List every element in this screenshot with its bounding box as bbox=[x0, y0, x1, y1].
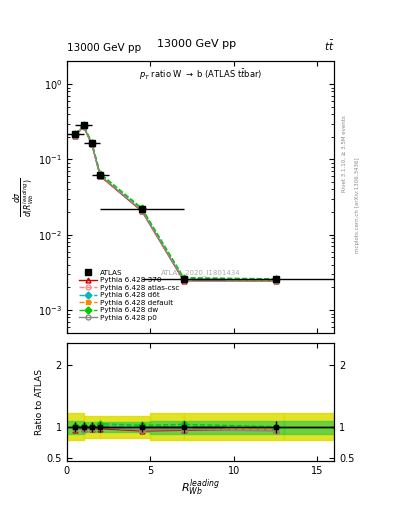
Pythia 6.428 370 bbox=[90, 141, 94, 147]
Pythia 6.428 p0 bbox=[73, 133, 77, 139]
Pythia 6.428 default bbox=[273, 278, 278, 284]
Pythia 6.428 d6t bbox=[81, 122, 86, 129]
Text: $p_T$ ratio W $\rightarrow$ b (ATLAS t$\bar{t}$bar): $p_T$ ratio W $\rightarrow$ b (ATLAS t$\… bbox=[139, 67, 262, 81]
Line: Pythia 6.428 dw: Pythia 6.428 dw bbox=[73, 122, 278, 281]
Text: Rivet 3.1.10, ≥ 3.5M events: Rivet 3.1.10, ≥ 3.5M events bbox=[342, 115, 346, 192]
Pythia 6.428 atlas-csc bbox=[98, 172, 103, 178]
Pythia 6.428 d6t bbox=[140, 206, 144, 212]
Pythia 6.428 p0 bbox=[98, 173, 103, 179]
Pythia 6.428 default bbox=[140, 207, 144, 214]
Pythia 6.428 atlas-csc bbox=[140, 207, 144, 213]
Pythia 6.428 atlas-csc bbox=[273, 277, 278, 283]
Pythia 6.428 370 bbox=[98, 173, 103, 179]
Pythia 6.428 370 bbox=[182, 278, 186, 284]
Text: 13000 GeV pp: 13000 GeV pp bbox=[157, 38, 236, 49]
Pythia 6.428 370 bbox=[73, 133, 77, 139]
Pythia 6.428 d6t bbox=[73, 132, 77, 138]
Pythia 6.428 dw bbox=[273, 276, 278, 282]
Pythia 6.428 dw bbox=[98, 170, 103, 177]
Pythia 6.428 default bbox=[73, 133, 77, 139]
Pythia 6.428 d6t bbox=[98, 172, 103, 178]
Pythia 6.428 p0 bbox=[90, 141, 94, 147]
Legend: ATLAS, Pythia 6.428 370, Pythia 6.428 atlas-csc, Pythia 6.428 d6t, Pythia 6.428 : ATLAS, Pythia 6.428 370, Pythia 6.428 at… bbox=[76, 267, 182, 324]
Pythia 6.428 dw bbox=[81, 122, 86, 128]
Y-axis label: $\frac{d\sigma}{d(R_{Wb}^{leading})}$: $\frac{d\sigma}{d(R_{Wb}^{leading})}$ bbox=[11, 178, 37, 217]
Pythia 6.428 p0 bbox=[81, 123, 86, 130]
Pythia 6.428 default bbox=[182, 277, 186, 283]
Pythia 6.428 dw bbox=[182, 274, 186, 281]
Line: Pythia 6.428 d6t: Pythia 6.428 d6t bbox=[73, 123, 278, 282]
Pythia 6.428 atlas-csc bbox=[90, 141, 94, 147]
Line: Pythia 6.428 p0: Pythia 6.428 p0 bbox=[73, 124, 278, 284]
Pythia 6.428 atlas-csc bbox=[73, 132, 77, 138]
Pythia 6.428 default bbox=[98, 173, 103, 179]
Pythia 6.428 dw bbox=[140, 205, 144, 211]
Text: ATLAS_2020_I1801434: ATLAS_2020_I1801434 bbox=[161, 270, 240, 276]
Pythia 6.428 p0 bbox=[182, 278, 186, 284]
Pythia 6.428 370 bbox=[81, 123, 86, 130]
Pythia 6.428 p0 bbox=[273, 278, 278, 284]
Pythia 6.428 atlas-csc bbox=[182, 276, 186, 283]
X-axis label: $R_{Wb}^{leading}$: $R_{Wb}^{leading}$ bbox=[181, 477, 220, 498]
Pythia 6.428 d6t bbox=[273, 276, 278, 283]
Line: Pythia 6.428 atlas-csc: Pythia 6.428 atlas-csc bbox=[73, 123, 278, 283]
Pythia 6.428 370 bbox=[140, 208, 144, 215]
Pythia 6.428 dw bbox=[73, 131, 77, 137]
Pythia 6.428 default bbox=[90, 141, 94, 147]
Text: mcplots.cern.ch [arXiv:1306.3436]: mcplots.cern.ch [arXiv:1306.3436] bbox=[355, 157, 360, 252]
Pythia 6.428 d6t bbox=[90, 140, 94, 146]
Text: $t\bar{t}$: $t\bar{t}$ bbox=[323, 39, 334, 53]
Pythia 6.428 dw bbox=[90, 140, 94, 146]
Line: Pythia 6.428 370: Pythia 6.428 370 bbox=[73, 124, 278, 283]
Pythia 6.428 p0 bbox=[140, 208, 144, 214]
Text: 13000 GeV pp: 13000 GeV pp bbox=[67, 44, 141, 53]
Pythia 6.428 d6t bbox=[182, 275, 186, 282]
Pythia 6.428 370 bbox=[273, 278, 278, 284]
Y-axis label: Ratio to ATLAS: Ratio to ATLAS bbox=[35, 369, 44, 435]
Line: Pythia 6.428 default: Pythia 6.428 default bbox=[73, 123, 278, 283]
Pythia 6.428 default bbox=[81, 123, 86, 129]
Pythia 6.428 atlas-csc bbox=[81, 123, 86, 129]
